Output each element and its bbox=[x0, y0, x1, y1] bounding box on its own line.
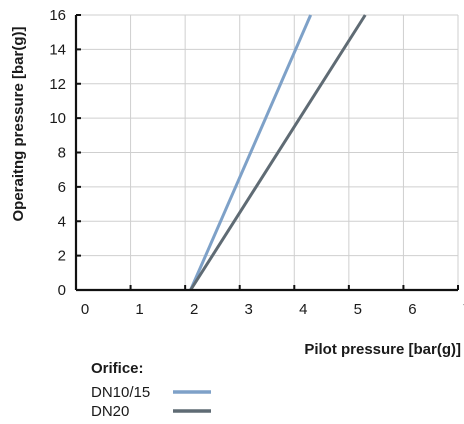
y-tick-label-8: 16 bbox=[49, 7, 66, 24]
series-line-1 bbox=[189, 14, 367, 291]
series-layer bbox=[189, 14, 367, 291]
grid bbox=[75, 14, 459, 291]
y-tick-label-6: 12 bbox=[49, 76, 66, 93]
legend-label-0: DN10/15 bbox=[91, 384, 150, 401]
x-ticks: 0 1 2 3 4 5 6 7 bbox=[75, 285, 464, 318]
x-tick-label-6: 6 bbox=[408, 301, 416, 318]
x-tick-label-5: 5 bbox=[354, 301, 362, 318]
x-tick-label-7: 7 bbox=[463, 301, 464, 318]
y-tick-label-2: 4 bbox=[58, 213, 66, 230]
y-tick-label-3: 6 bbox=[58, 179, 66, 196]
y-tick-label-7: 14 bbox=[49, 41, 66, 58]
x-tick-label-3: 3 bbox=[245, 301, 253, 318]
x-tick-label-0: 0 bbox=[81, 301, 89, 318]
legend-title: Orifice: bbox=[91, 360, 144, 377]
y-tick-label-0: 0 bbox=[58, 282, 66, 299]
legend: Orifice: DN10/15 DN20 bbox=[91, 360, 211, 420]
x-tick-label-2: 2 bbox=[190, 301, 198, 318]
x-tick-label-1: 1 bbox=[135, 301, 143, 318]
legend-entries: DN10/15 DN20 bbox=[91, 384, 211, 420]
y-ticks: 0 2 4 6 8 10 12 14 16 bbox=[49, 7, 81, 299]
y-tick-label-1: 2 bbox=[58, 248, 66, 265]
x-tick-label-4: 4 bbox=[299, 301, 307, 318]
x-axis-label: Pilot pressure [bar(g)] bbox=[304, 341, 461, 358]
legend-label-1: DN20 bbox=[91, 403, 129, 420]
series-line-0 bbox=[189, 14, 313, 291]
y-tick-label-5: 10 bbox=[49, 110, 66, 127]
y-axis-label: Operaitng pressure [bar(g)] bbox=[10, 26, 27, 221]
y-tick-label-4: 8 bbox=[58, 145, 66, 162]
